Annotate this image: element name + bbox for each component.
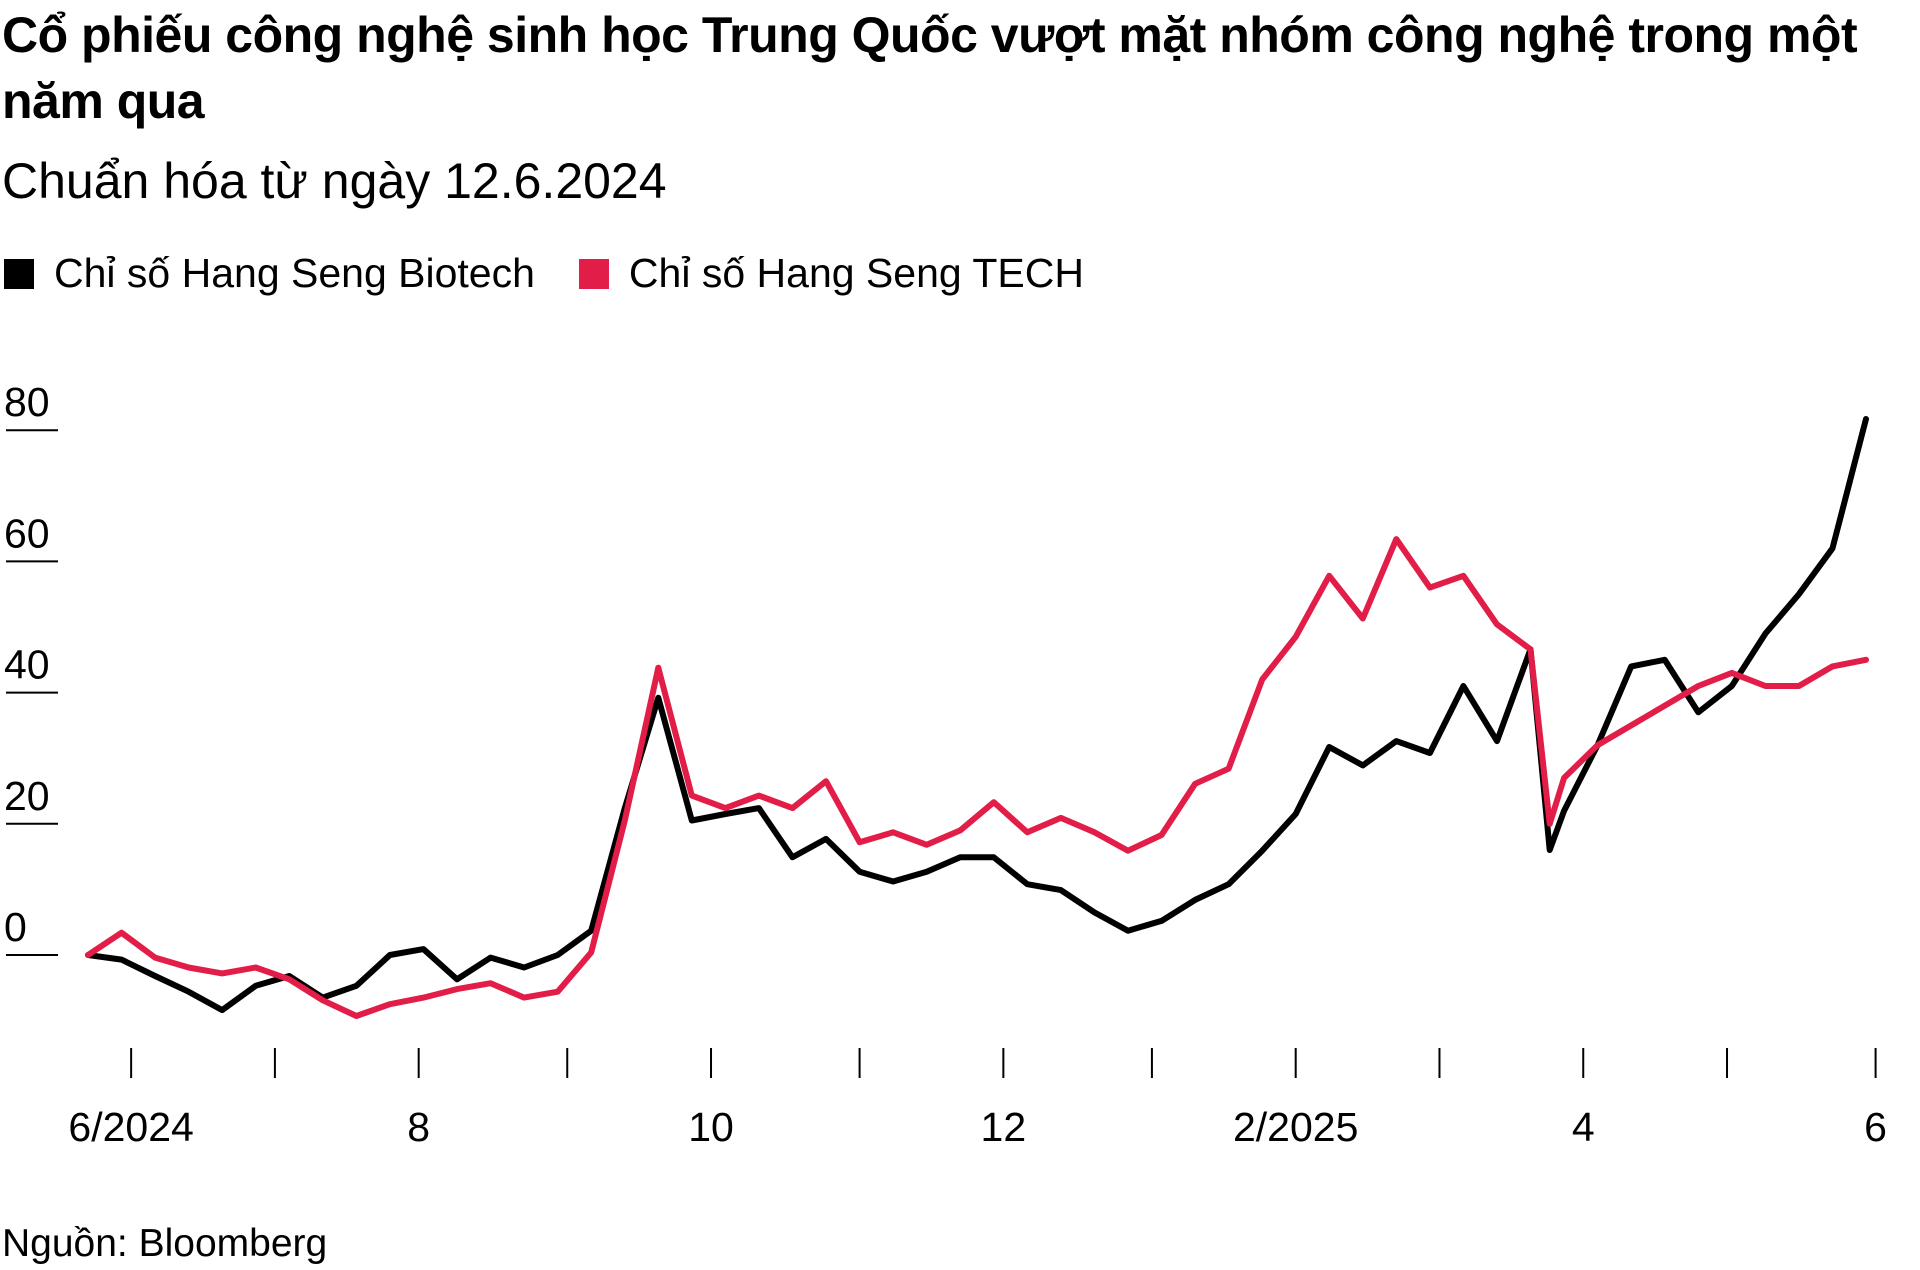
series-line-tech: [85, 536, 1869, 1019]
x-tick-label: 4: [1572, 1104, 1595, 1150]
series-lines: [85, 416, 1869, 1019]
y-tick-label: 20: [4, 773, 50, 819]
y-axis: 0 20 40 60 80: [4, 379, 58, 956]
x-tick-label: 10: [688, 1104, 734, 1150]
x-tick-label: 8: [407, 1104, 430, 1150]
y-tick-label: 60: [4, 510, 50, 556]
legend-label-tech: Chỉ số Hang Seng TECH: [628, 250, 1084, 296]
legend: Chỉ số Hang Seng Biotech Chỉ số Hang Sen…: [4, 250, 1128, 297]
series-line-biotech: [85, 416, 1869, 1014]
legend-item-biotech: Chỉ số Hang Seng Biotech: [4, 250, 535, 297]
legend-swatch-tech: [578, 258, 609, 289]
chart-title: Cổ phiếu công nghệ sinh học Trung Quốc v…: [2, 7, 1858, 129]
legend-item-tech: Chỉ số Hang Seng TECH: [578, 250, 1084, 297]
x-tick-label: 12: [981, 1104, 1027, 1150]
y-tick-label: 80: [4, 379, 50, 425]
x-tick-label: 6/2024: [68, 1104, 193, 1150]
source-note: Nguồn: Bloomberg: [2, 1222, 328, 1265]
legend-swatch-biotech: [4, 258, 34, 289]
legend-label-biotech: Chỉ số Hang Seng Biotech: [54, 250, 535, 296]
x-tick-label: 2/2025: [1233, 1104, 1358, 1150]
chart-subtitle: Chuẩn hóa từ ngày 12.6.2024: [2, 153, 667, 209]
x-axis: 6/2024 8 10 12 2/2025 4 6: [68, 1048, 1887, 1150]
y-tick-label: 0: [4, 904, 27, 950]
y-tick-label: 40: [4, 642, 50, 688]
x-tick-label: 6: [1864, 1104, 1887, 1150]
